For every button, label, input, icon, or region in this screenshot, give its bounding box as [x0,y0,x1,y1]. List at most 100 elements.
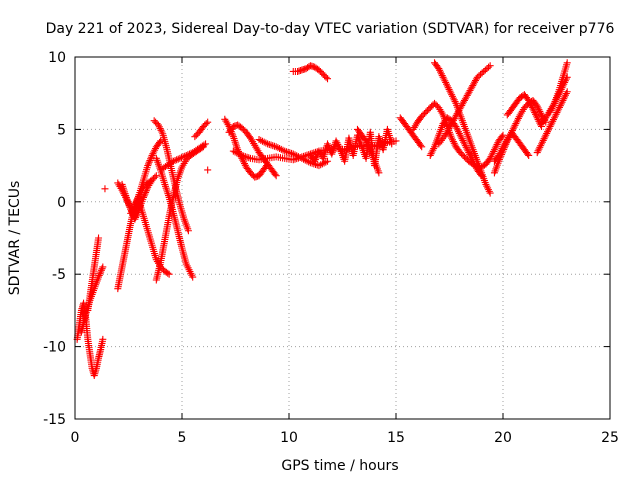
data-point [258,137,266,145]
data-point [446,87,454,95]
data-point [158,128,166,136]
data-point [452,123,460,131]
data-point [498,133,506,141]
data-point [157,137,165,145]
y-tick-label: 0 [57,195,66,211]
data-point [436,66,444,74]
data-point [444,84,452,92]
data-point [482,180,490,188]
data-point [453,124,461,132]
data-point [99,335,107,343]
data-point [430,145,438,153]
data-point [365,142,373,150]
data-point [177,154,185,162]
data-point [445,85,453,93]
data-point [449,94,457,102]
data-point [97,266,105,274]
data-point [534,147,542,155]
data-point [438,72,446,80]
data-point [333,139,341,147]
data-point [148,151,156,159]
data-point [324,157,332,165]
data-point [549,103,557,111]
data-point [485,63,493,71]
axis-ticks: 0 5 10 15 20 25 -15 -10 -5 0 5 10 [43,50,619,446]
data-point [544,126,552,134]
data-point [550,114,558,122]
data-point [530,107,538,115]
data-point [512,120,520,128]
data-point [311,156,319,164]
data-point [185,150,193,158]
data-point [562,89,570,97]
data-point [274,144,282,152]
data-point [157,126,165,134]
data-point [182,151,190,159]
data-point [532,112,540,120]
data-point [549,117,557,125]
data-point [437,68,445,76]
data-point [473,73,481,81]
data-point [485,187,493,195]
data-point [365,144,373,152]
data-point [95,271,103,279]
data-point [189,273,197,281]
data-point [563,59,571,67]
data-point [144,162,152,170]
data-point [451,98,459,106]
data-point [336,144,344,152]
data-point [460,140,468,148]
data-point [455,129,463,137]
data-point [534,116,542,124]
data-point [200,141,208,149]
data-point [543,129,551,137]
data-point [550,116,558,124]
data-point [449,138,457,146]
data-point [532,110,540,118]
data-point [462,143,470,151]
data-point [176,154,184,162]
data-point [272,172,280,180]
data-point [461,142,469,150]
x-axis-label: GPS time / hours [281,458,398,474]
data-point [324,75,332,83]
data-point [442,78,450,86]
data-point [238,151,246,159]
data-point [457,133,465,141]
data-point [510,123,518,131]
data-point [156,125,164,133]
data-point [481,66,489,74]
y-tick-label: -5 [52,267,66,283]
data-point [448,134,456,142]
data-point [470,159,478,167]
data-point [491,144,499,152]
data-point [144,160,152,168]
data-point [537,109,545,117]
data-point [448,136,456,144]
data-point [460,138,468,146]
y-tick-label: -10 [43,340,66,356]
data-point [288,149,296,157]
data-point [149,150,157,158]
data-point [538,140,546,148]
data-point [154,121,162,129]
data-point [428,148,436,156]
data-point [478,69,486,77]
data-point [557,100,565,108]
data-point [443,82,451,90]
data-point [552,110,560,118]
data-point [164,269,172,277]
data-point [480,67,488,75]
data-point [97,268,105,276]
data-point [277,145,285,153]
data-point [240,160,248,168]
data-point [555,103,563,111]
data-point [496,150,504,158]
data-point [139,193,147,201]
data-point [294,153,302,161]
data-point [269,142,277,150]
y-tick-label: -15 [43,412,66,428]
data-point [484,186,492,194]
data-point [472,162,480,170]
data-point [298,154,306,162]
